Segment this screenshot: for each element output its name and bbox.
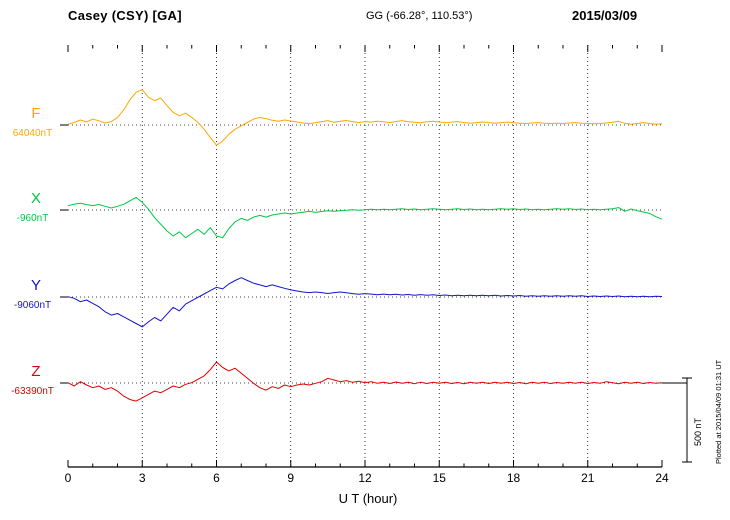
channel-letter-F: F — [31, 105, 41, 122]
channel-letter-X: X — [30, 190, 41, 207]
date-label: 2015/03/09 — [572, 8, 638, 23]
x-tick-label-21: 21 — [581, 471, 595, 485]
x-tick-label-0: 0 — [64, 471, 72, 485]
scale-bar-label: 500 nT — [693, 417, 703, 446]
plotted-at-note: Plotted at 2015/04/09 01:31 UT — [714, 359, 723, 464]
x-tick-label-24: 24 — [655, 471, 669, 485]
trace-Z — [67, 361, 663, 402]
trace-X — [67, 196, 663, 239]
x-tick-label-12: 12 — [358, 471, 372, 485]
channel-baseline-value-Y: -9060nT — [13, 300, 52, 311]
channel-baseline-value-F: 64040nT — [12, 128, 53, 139]
station-title: Casey (CSY) [GA] — [68, 8, 182, 23]
channel-letter-Z: Z — [31, 363, 41, 380]
x-tick-label-3: 3 — [138, 471, 146, 485]
x-tick-label-9: 9 — [287, 471, 295, 485]
channel-letter-Y: Y — [30, 277, 41, 294]
x-tick-label-6: 6 — [213, 471, 220, 485]
geographic-coordinates-label: GG (-66.28°, 110.53°) — [366, 10, 473, 22]
channel-baseline-value-Z: -63390nT — [11, 386, 54, 397]
trace-Y — [67, 277, 663, 328]
x-axis-label: U T (hour) — [338, 491, 398, 506]
x-tick-label-15: 15 — [432, 471, 446, 485]
trace-F — [67, 89, 663, 146]
x-tick-label-18: 18 — [506, 471, 521, 485]
channel-baseline-value-X: -960nT — [16, 213, 49, 224]
